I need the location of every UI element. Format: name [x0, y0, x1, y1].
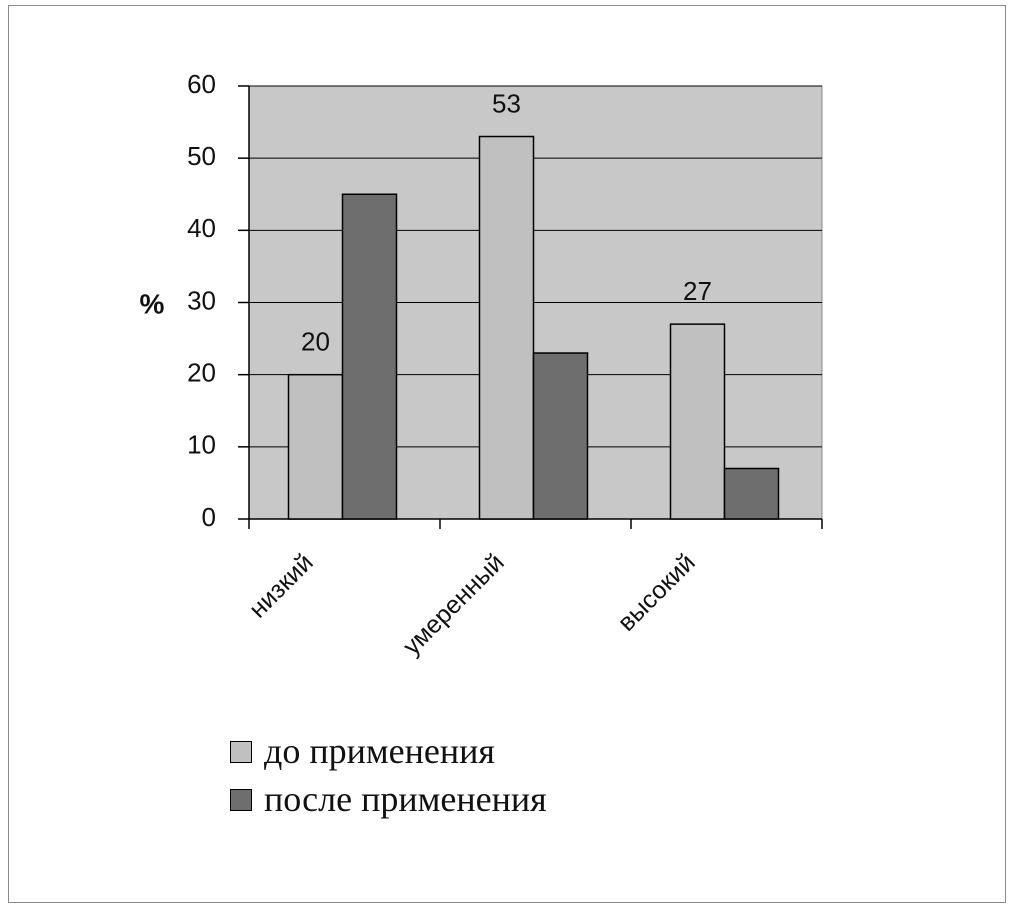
x-tick-label: высокий [612, 548, 700, 636]
bar [532, 352, 589, 520]
frame [8, 5, 1006, 903]
bar [341, 193, 398, 520]
y-axis-label: % [140, 288, 165, 319]
bar [723, 467, 780, 520]
bar [478, 135, 535, 520]
y-tick-label: 40 [187, 213, 216, 243]
bar [669, 323, 726, 520]
y-tick-label: 30 [187, 285, 216, 315]
legend-label: после применения [264, 779, 547, 819]
y-tick-label: 60 [187, 69, 216, 99]
legend-swatch [230, 789, 252, 811]
y-tick-label: 10 [187, 430, 216, 460]
data-label: 53 [492, 89, 521, 119]
data-label: 20 [301, 327, 330, 357]
legend-label: до применения [264, 731, 495, 771]
y-tick-label: 0 [202, 502, 216, 532]
legend-item: до применения [230, 731, 604, 771]
x-tick-label: умеренный [398, 548, 510, 660]
y-tick-label: 20 [187, 358, 216, 388]
bar [287, 373, 344, 520]
y-tick-label: 50 [187, 141, 216, 171]
data-label: 27 [683, 276, 712, 306]
legend-item: после применения [230, 779, 604, 819]
x-tick-label: низкий [244, 548, 319, 623]
legend-swatch [230, 741, 252, 763]
